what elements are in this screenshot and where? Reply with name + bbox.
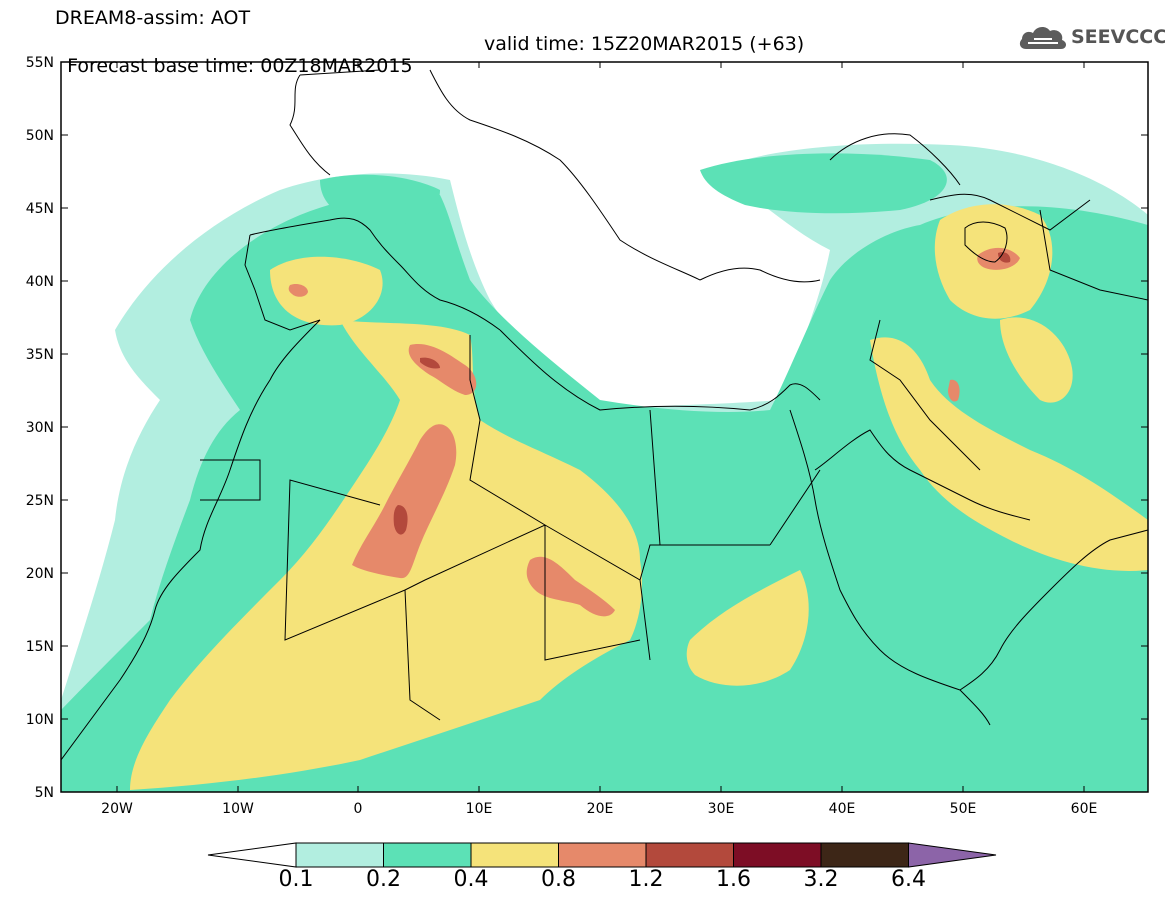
aot-field	[61, 143, 1148, 792]
map-title: DREAM8-assim: AOT	[55, 7, 251, 29]
lat-label: 30N	[26, 420, 54, 436]
colorbar-label: 0.1	[278, 867, 314, 892]
colorbar-under-arrow	[207, 842, 297, 868]
seevccc-logo: SEEVCCC	[1018, 21, 1165, 55]
colorbar-label: 0.8	[541, 867, 576, 892]
lon-label: 60E	[1071, 801, 1098, 817]
lat-label: 20N	[26, 566, 54, 582]
lon-label: 40E	[829, 801, 856, 817]
lat-label: 5N	[35, 785, 54, 801]
colorbar-label: 1.2	[628, 867, 664, 892]
colorbar-segment	[820, 842, 909, 868]
lat-label: 10N	[26, 712, 54, 728]
valid-time: valid time: 15Z20MAR2015 (+63)	[484, 33, 805, 55]
forecast-times: Forecast base time: 00Z18MAR2015 valid t…	[55, 33, 804, 99]
colorbar-label: 1.6	[716, 867, 751, 892]
lat-label: 40N	[26, 274, 54, 290]
colorbar-segment	[383, 842, 472, 868]
lon-label: 30E	[708, 801, 735, 817]
colorbar-segment	[470, 842, 559, 868]
lat-label: 50N	[26, 128, 54, 144]
lon-label: 10W	[222, 801, 254, 817]
lon-label: 10E	[466, 801, 493, 817]
logo-text: SEEVCCC	[1071, 26, 1165, 48]
coastlines	[61, 69, 1148, 761]
colorbar-label: 3.2	[803, 867, 839, 892]
aot-band-0.8	[288, 247, 1020, 617]
lat-label: 25N	[26, 493, 54, 509]
lon-label: 20W	[101, 801, 133, 817]
cloud-icon	[1019, 27, 1067, 49]
colorbar	[207, 842, 997, 868]
lon-label: 50E	[950, 801, 977, 817]
lat-label: 45N	[26, 201, 54, 217]
colorbar-segment	[558, 842, 647, 868]
colorbar-label: 0.2	[366, 867, 401, 892]
lon-label: 0	[354, 801, 363, 817]
lat-label: 15N	[26, 639, 54, 655]
colorbar-label: 0.4	[453, 867, 489, 892]
lat-ticks	[61, 61, 1148, 720]
colorbar-label: 6.4	[891, 867, 926, 892]
lon-ticks	[116, 62, 1085, 792]
base-time: Forecast base time: 00Z18MAR2015	[67, 55, 413, 77]
colorbar-over-arrow	[908, 842, 997, 868]
lat-label: 35N	[26, 347, 54, 363]
lon-label: 20E	[587, 801, 614, 817]
lat-label: 55N	[26, 55, 54, 71]
colorbar-segment	[295, 842, 384, 868]
colorbar-segment	[645, 842, 734, 868]
colorbar-segment	[733, 842, 822, 868]
aot-band-1.2	[393, 252, 1011, 535]
